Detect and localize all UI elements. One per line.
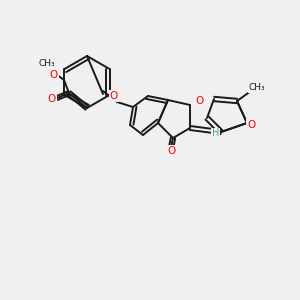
Text: CH₃: CH₃	[39, 58, 55, 68]
Text: O: O	[195, 96, 203, 106]
Text: O: O	[167, 146, 175, 156]
Text: O: O	[247, 120, 255, 130]
Text: H: H	[212, 128, 219, 138]
Text: CH₃: CH₃	[249, 83, 265, 92]
Text: O: O	[48, 94, 56, 104]
Text: O: O	[50, 70, 58, 80]
Text: O: O	[110, 91, 118, 101]
